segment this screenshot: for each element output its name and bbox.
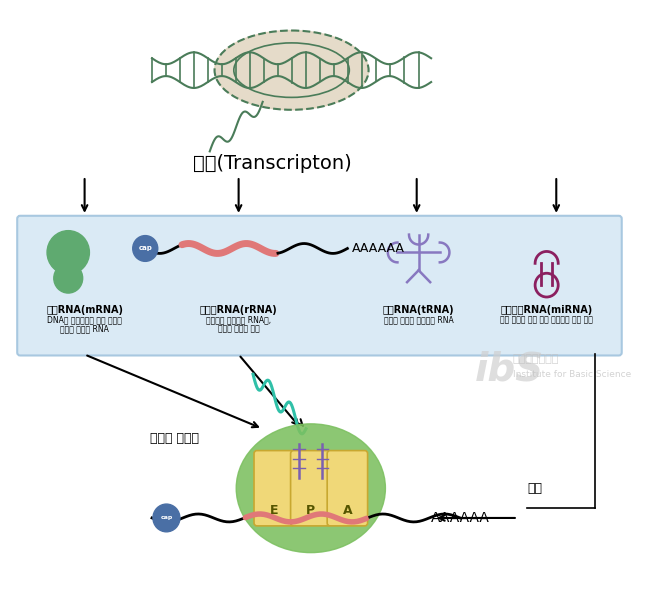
FancyBboxPatch shape bbox=[291, 450, 331, 526]
Circle shape bbox=[153, 504, 180, 532]
Text: P: P bbox=[306, 504, 315, 516]
Text: 리보솜RNA(rRNA): 리보솜RNA(rRNA) bbox=[200, 305, 278, 315]
Text: 리보솜을 구성하는 RNA로,: 리보솜을 구성하는 RNA로, bbox=[206, 316, 271, 325]
Text: cap: cap bbox=[138, 246, 152, 252]
Circle shape bbox=[47, 231, 89, 274]
Text: 전달RNA(tRNA): 전달RNA(tRNA) bbox=[383, 305, 455, 315]
FancyBboxPatch shape bbox=[17, 216, 622, 355]
Text: 마이크로RNA(miRNA): 마이크로RNA(miRNA) bbox=[501, 305, 593, 315]
Text: ibS: ibS bbox=[474, 350, 544, 388]
Text: cap: cap bbox=[161, 516, 172, 521]
Text: 단백질 합성에 관여하는 RNA: 단백질 합성에 관여하는 RNA bbox=[384, 316, 453, 325]
Ellipse shape bbox=[236, 424, 386, 553]
FancyBboxPatch shape bbox=[254, 450, 294, 526]
Text: 기초과학연구원: 기초과학연구원 bbox=[513, 355, 559, 364]
Text: 이상 단백질 생산 억제 바이러스 복제 방해: 이상 단백질 생산 억제 바이러스 복제 방해 bbox=[500, 316, 593, 325]
Text: 전령RNA(mRNA): 전령RNA(mRNA) bbox=[46, 305, 123, 315]
Text: E: E bbox=[270, 504, 278, 516]
Ellipse shape bbox=[215, 31, 368, 110]
Text: 발생기 펩티드: 발생기 펩티드 bbox=[149, 432, 199, 445]
Text: A: A bbox=[343, 504, 352, 516]
Text: AAAAAA: AAAAAA bbox=[352, 242, 405, 255]
Text: 설계도 역할의 RNA: 설계도 역할의 RNA bbox=[60, 325, 109, 334]
Text: 단백질 번역에 관여: 단백질 번역에 관여 bbox=[218, 325, 259, 334]
Circle shape bbox=[133, 235, 158, 261]
Text: Institute for Basic Science: Institute for Basic Science bbox=[513, 370, 631, 379]
Text: 전사(Transcripton): 전사(Transcripton) bbox=[193, 154, 351, 173]
FancyBboxPatch shape bbox=[327, 450, 368, 526]
Circle shape bbox=[54, 264, 83, 293]
Text: DNA의 유전정보를 담은 일종의: DNA의 유전정보를 담은 일종의 bbox=[47, 316, 122, 325]
Text: AAAAAA: AAAAAA bbox=[431, 511, 490, 525]
Text: 조절: 조절 bbox=[528, 482, 543, 495]
